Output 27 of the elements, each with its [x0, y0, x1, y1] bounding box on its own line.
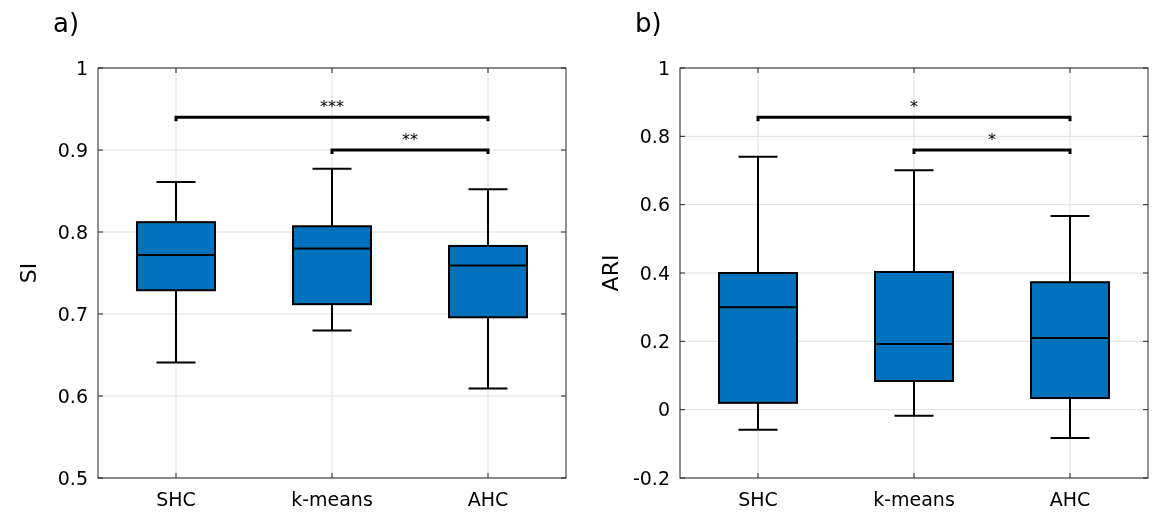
- y-tick-label: 0.6: [639, 193, 670, 216]
- x-tick-label: k-means: [873, 488, 955, 510]
- x-tick-label: AHC: [467, 488, 509, 510]
- chart-title: a): [53, 8, 80, 38]
- y-axis-title: SI: [16, 262, 41, 284]
- y-tick-label: 0.6: [57, 384, 88, 407]
- annotation: **: [402, 130, 418, 149]
- x-tick-label: k-means: [291, 488, 373, 510]
- x-tick-label: SHC: [156, 488, 196, 510]
- y-tick-label: 0.8: [57, 220, 88, 243]
- y-tick-label: 1: [657, 56, 670, 79]
- chart-title: b): [635, 8, 662, 38]
- y-tick-label: 0.5: [57, 466, 88, 489]
- x-tick-label: AHC: [1049, 488, 1091, 510]
- y-axis-title: ARI: [598, 254, 623, 292]
- annotation: *: [988, 130, 996, 149]
- y-tick-label: 0.2: [639, 329, 670, 352]
- y-tick-label: 1: [75, 56, 88, 79]
- annotation: *: [910, 97, 918, 117]
- annotation: ***: [320, 97, 344, 117]
- x-tick-label: SHC: [738, 488, 778, 510]
- y-tick-label: 0.7: [57, 302, 88, 325]
- y-tick-label: -0.2: [632, 466, 670, 489]
- y-tick-label: 0.8: [639, 124, 670, 147]
- y-tick-label: 0.9: [57, 138, 88, 161]
- y-tick-label: 0: [657, 398, 670, 421]
- y-tick-label: 0.4: [639, 261, 670, 284]
